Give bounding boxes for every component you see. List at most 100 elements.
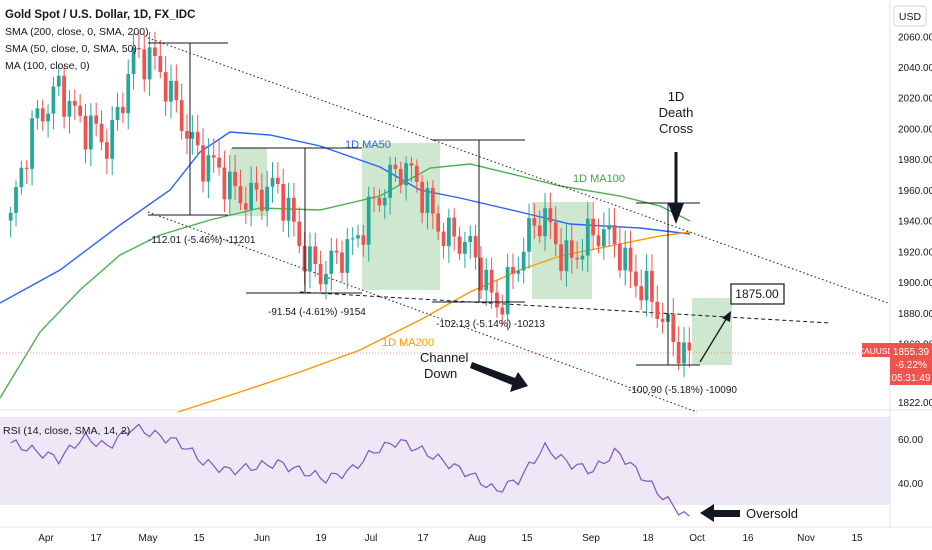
indicator-sma50[interactable]: SMA (50, close, 0, SMA, 50) xyxy=(5,43,137,55)
candle xyxy=(201,145,205,182)
symbol-badge-text: XAUUSD xyxy=(858,346,893,356)
candle xyxy=(591,218,596,236)
candle xyxy=(564,240,569,272)
candle xyxy=(575,257,579,260)
candle xyxy=(19,167,24,188)
candle xyxy=(334,250,339,253)
candle xyxy=(634,271,638,287)
time-tick: Apr xyxy=(38,533,54,544)
price-tick: 1980.00 xyxy=(898,155,932,166)
candle xyxy=(639,286,644,301)
time-tick: 17 xyxy=(417,533,429,544)
time-tick: 19 xyxy=(315,533,327,544)
candle xyxy=(30,118,34,169)
time-tick: 17 xyxy=(90,533,102,544)
candle xyxy=(617,244,622,271)
candle xyxy=(345,239,350,273)
candle xyxy=(340,252,344,273)
candle xyxy=(489,269,494,293)
time-tick: 18 xyxy=(642,533,654,544)
candle xyxy=(676,341,681,364)
channel-bottom xyxy=(147,211,698,413)
candle xyxy=(441,231,446,247)
indicator-ma100[interactable]: MA (100, close, 0) xyxy=(5,60,90,72)
candle xyxy=(308,246,312,272)
candle xyxy=(185,130,189,139)
candle xyxy=(297,221,302,246)
candle xyxy=(62,75,66,117)
candle xyxy=(292,197,296,222)
candle xyxy=(388,164,392,198)
candle xyxy=(179,100,184,131)
time-tick: Oct xyxy=(689,533,705,544)
candle xyxy=(121,106,125,114)
ma200-label: 1D MA200 xyxy=(382,337,434,349)
green-box xyxy=(692,298,732,365)
measure-2: -91.54 (-4.61%) -9154 xyxy=(268,307,366,318)
price-tick: 1880.00 xyxy=(898,309,932,320)
candle xyxy=(580,255,585,260)
candle xyxy=(147,47,152,80)
channel-lines xyxy=(0,37,890,413)
channel-line1: Channel xyxy=(420,350,469,365)
candle xyxy=(94,115,99,124)
candle xyxy=(115,106,120,121)
candle xyxy=(131,47,136,75)
currency-button[interactable] xyxy=(893,5,927,27)
candle xyxy=(521,251,526,271)
candle xyxy=(222,167,227,200)
price-tick: 2000.00 xyxy=(898,124,932,135)
candle xyxy=(350,238,355,240)
candle xyxy=(270,177,275,187)
candle xyxy=(516,270,521,274)
time-tick: May xyxy=(139,533,158,544)
candle xyxy=(682,342,686,364)
candle xyxy=(484,269,489,291)
candle xyxy=(24,167,29,169)
death-cross-line1: 1D xyxy=(668,89,685,104)
candle xyxy=(548,208,553,223)
rsi-label[interactable]: RSI (14, close, SMA, 14, 2) xyxy=(3,425,130,437)
candle xyxy=(414,165,419,182)
candle xyxy=(398,168,403,186)
candles[interactable] xyxy=(8,31,692,378)
candle xyxy=(329,250,334,274)
candle xyxy=(495,292,499,308)
measure-3: -102.13 (-5.14%) -10213 xyxy=(436,319,545,330)
channel-top xyxy=(147,37,889,304)
candle xyxy=(585,218,590,256)
time-tick: Sep xyxy=(582,533,600,544)
indicator-sma200[interactable]: SMA (200, close, 0, SMA, 200) xyxy=(5,26,149,38)
candle xyxy=(67,101,72,117)
candle xyxy=(650,270,654,302)
moving-averages xyxy=(0,131,691,413)
candle xyxy=(436,213,441,232)
candle xyxy=(596,235,601,247)
measure-4: -100.90 (-5.18%) -10090 xyxy=(628,385,737,396)
candle xyxy=(259,189,264,211)
time-tick: Jun xyxy=(254,533,270,544)
death-cross-line3: Cross xyxy=(659,121,693,136)
candle xyxy=(377,197,382,206)
target-label: 1875.00 xyxy=(735,287,779,301)
candle xyxy=(500,307,505,315)
candle xyxy=(446,217,451,247)
target-box[interactable] xyxy=(730,283,785,305)
candle xyxy=(286,197,291,221)
candle xyxy=(537,225,542,237)
candle xyxy=(233,171,237,187)
candle xyxy=(430,188,435,214)
candle xyxy=(254,182,259,190)
candle xyxy=(479,257,483,291)
time-tick: 15 xyxy=(521,533,533,544)
candle xyxy=(51,86,56,114)
candle xyxy=(628,247,633,272)
candle xyxy=(543,208,547,237)
candle xyxy=(511,267,515,274)
candle xyxy=(505,267,510,315)
candle xyxy=(243,203,248,210)
time-axis[interactable]: Apr 17 May 15 Jun 19 Jul 17 Aug 15 Sep 18 Oct 16 Nov 15 xyxy=(38,533,863,544)
price-tick: 2020.00 xyxy=(898,94,932,105)
